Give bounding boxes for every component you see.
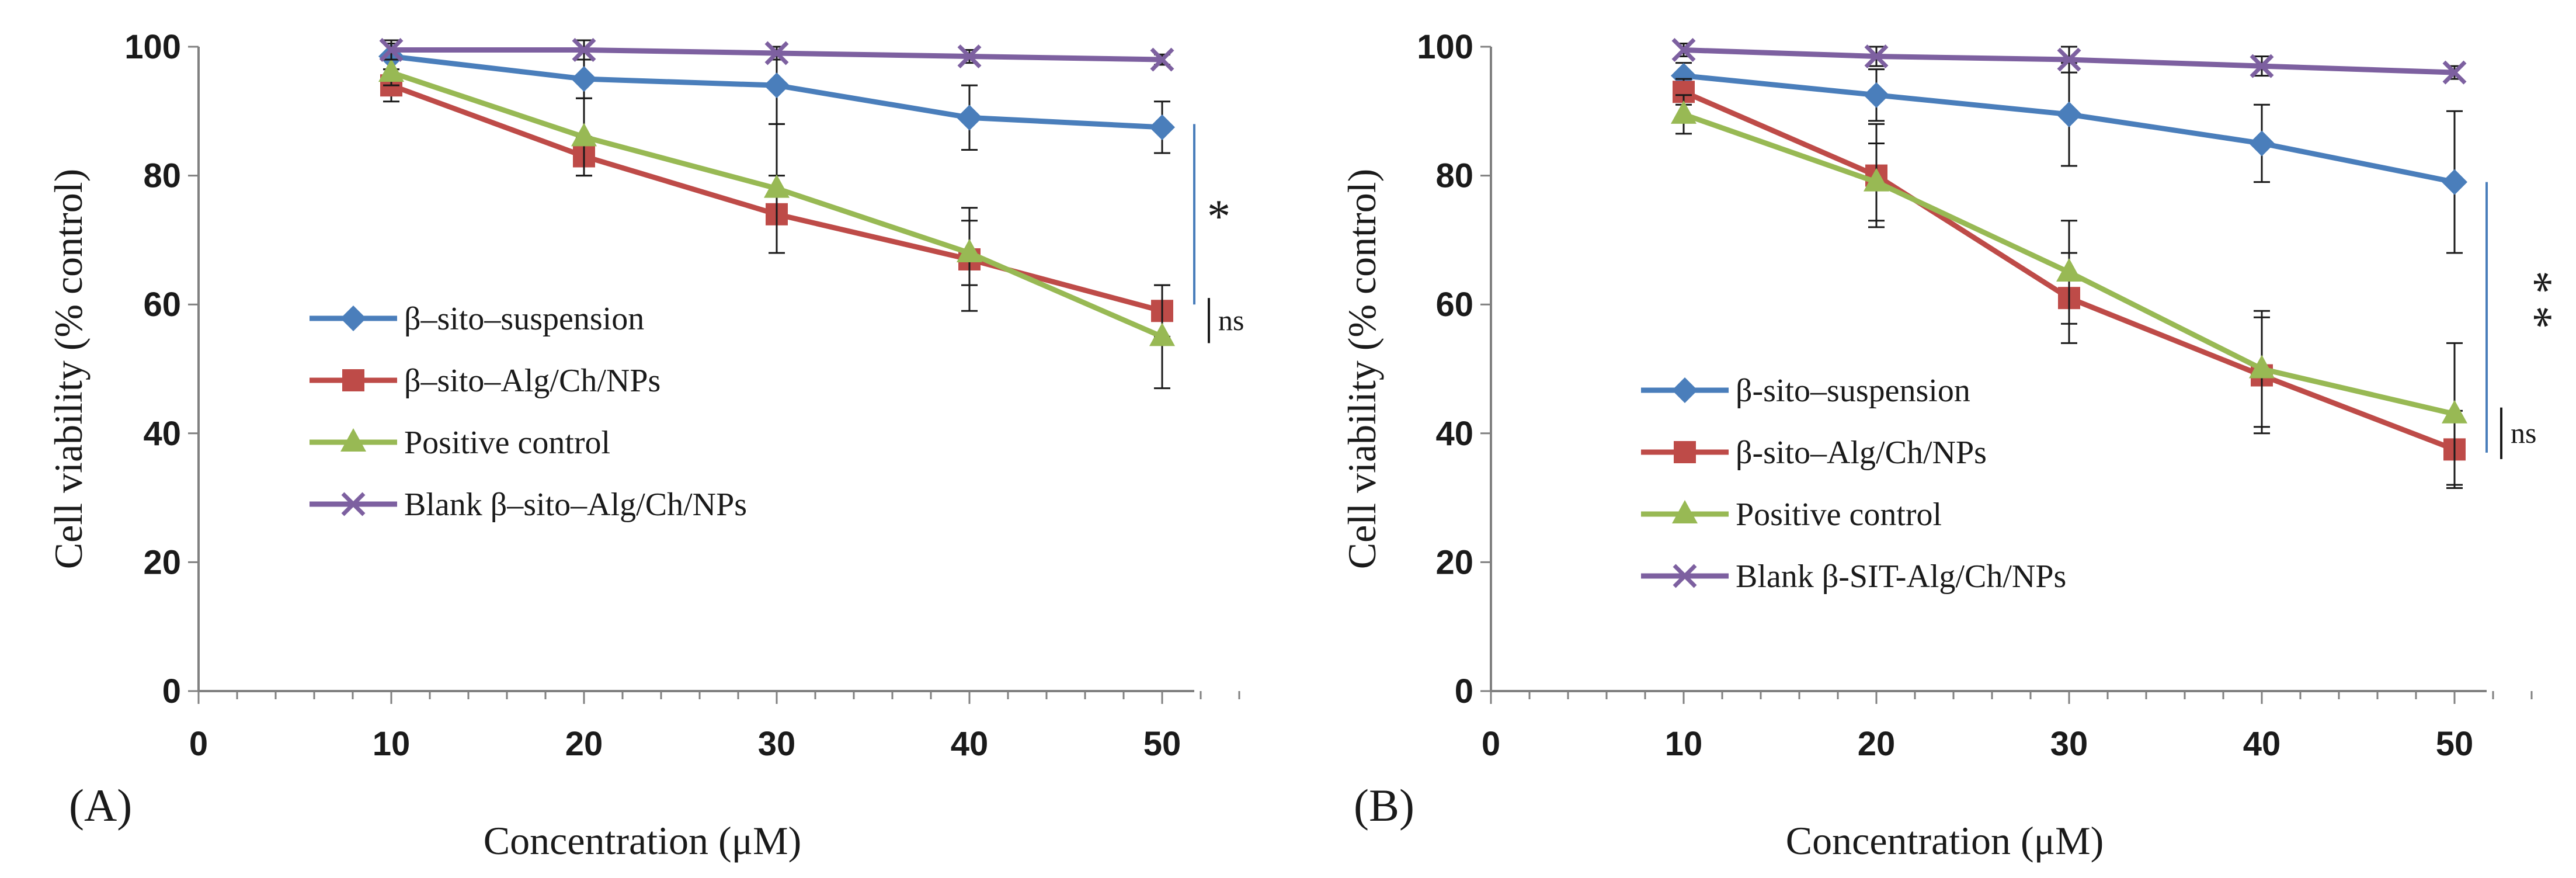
legend-marker xyxy=(1672,377,1698,403)
x-tick-label: 40 xyxy=(2243,725,2281,763)
y-tick-label: 60 xyxy=(143,286,181,324)
legend-marker xyxy=(340,306,366,331)
legend-label: Positive control xyxy=(404,425,610,461)
ns-label: ns xyxy=(1218,304,1244,336)
x-tick-label: 50 xyxy=(1143,725,1181,763)
data-point xyxy=(764,41,789,65)
data-point xyxy=(2442,400,2467,424)
y-tick-label: 20 xyxy=(1435,543,1473,581)
data-point xyxy=(2442,169,2467,195)
y-tick-label: 0 xyxy=(1455,672,1473,710)
legend-label: β–sito–suspension xyxy=(404,301,644,337)
data-point xyxy=(764,72,790,99)
legend-label: β–sito–Alg/Ch/NPs xyxy=(404,363,660,399)
y-tick-label: 100 xyxy=(124,28,181,66)
y-tick-label: 40 xyxy=(1435,415,1473,453)
y-tick-label: 20 xyxy=(143,543,181,581)
y-tick-label: 80 xyxy=(1435,157,1473,195)
x-tick-label: 10 xyxy=(1665,725,1703,763)
data-point xyxy=(957,238,982,262)
legend-marker xyxy=(1672,500,1698,523)
x-tick-label: 20 xyxy=(1858,725,1896,763)
x-tick-label: 30 xyxy=(2050,725,2088,763)
legend-label: Blank β-SIT-Alg/Ch/NPs xyxy=(1736,558,2066,595)
data-point xyxy=(571,123,597,147)
x-tick-label: 50 xyxy=(2436,725,2474,763)
data-point xyxy=(2057,47,2081,72)
x-tick-label: 30 xyxy=(758,725,796,763)
data-point xyxy=(1864,82,1889,108)
data-point xyxy=(2442,60,2467,85)
panel-label: (B) xyxy=(1354,780,1414,831)
legend-marker xyxy=(1673,564,1697,588)
data-point xyxy=(1150,47,1174,72)
legend-label: Blank β–sito–Alg/Ch/NPs xyxy=(404,487,747,523)
data-point xyxy=(1149,322,1175,346)
y-axis-label: Cell viability (% control) xyxy=(1340,169,1384,570)
data-point xyxy=(2249,355,2275,379)
legend-label: β-sito–Alg/Ch/NPs xyxy=(1736,435,1987,471)
data-point xyxy=(2250,54,2274,78)
data-point xyxy=(572,38,596,62)
data-point xyxy=(1864,168,1889,192)
significance-label: * * xyxy=(2510,270,2561,329)
x-axis-label: Concentration (μM) xyxy=(484,818,801,863)
data-point xyxy=(1149,114,1175,140)
x-tick-label: 40 xyxy=(951,725,989,763)
legend-marker xyxy=(342,369,364,391)
panel-label: (A) xyxy=(69,780,132,831)
x-tick-label: 10 xyxy=(373,725,411,763)
data-point xyxy=(379,38,404,62)
legend-marker xyxy=(340,428,366,452)
x-tick-label: 20 xyxy=(565,725,603,763)
x-tick-label: 0 xyxy=(1482,725,1500,763)
data-point xyxy=(2056,101,2082,127)
legend-label: β-sito–suspension xyxy=(1736,373,1970,409)
ns-label: ns xyxy=(2511,417,2536,449)
data-point xyxy=(957,105,982,131)
data-point xyxy=(957,44,982,69)
data-point xyxy=(1671,100,1697,124)
data-point xyxy=(1864,44,1889,69)
legend-label: Positive control xyxy=(1736,497,1942,533)
y-tick-label: 40 xyxy=(143,415,181,453)
legend-marker xyxy=(341,492,366,516)
y-axis-label: Cell viability (% control) xyxy=(46,169,91,570)
data-point xyxy=(378,58,404,82)
y-tick-label: 0 xyxy=(162,672,181,710)
x-tick-label: 0 xyxy=(189,725,208,763)
data-point xyxy=(764,174,790,198)
y-tick-label: 80 xyxy=(143,157,181,195)
data-point xyxy=(2249,130,2275,157)
data-point xyxy=(571,66,597,92)
significance-label: * xyxy=(1207,191,1230,242)
x-axis-label: Concentration (μM) xyxy=(1786,818,2104,863)
y-tick-label: 100 xyxy=(1417,28,1473,66)
data-point xyxy=(1671,38,1696,62)
legend-marker xyxy=(1674,441,1696,463)
data-point xyxy=(2056,258,2082,282)
y-tick-label: 60 xyxy=(1435,286,1473,324)
